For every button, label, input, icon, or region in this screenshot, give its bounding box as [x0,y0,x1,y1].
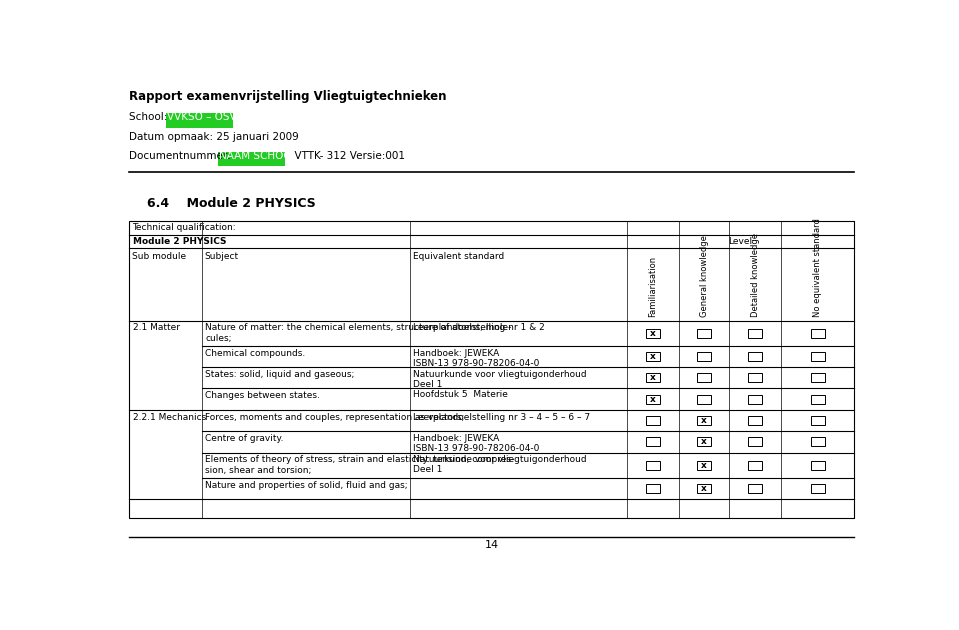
Text: Subject: Subject [204,252,239,261]
Text: VTTK- 312 Versie:001: VTTK- 312 Versie:001 [288,151,405,161]
Text: Module 2 PHYSICS: Module 2 PHYSICS [132,237,226,246]
Text: x: x [701,484,707,493]
Text: 14: 14 [484,540,499,550]
Bar [810,437,825,447]
Bar [645,461,660,470]
Bar [645,437,660,447]
Bar [645,416,660,425]
Text: 2.1 Matter: 2.1 Matter [132,323,179,333]
Bar [810,484,825,493]
Text: Nature and properties of solid, fluid and gas;: Nature and properties of solid, fluid an… [205,481,408,490]
Text: Chemical compounds.: Chemical compounds. [205,349,306,358]
Text: x: x [650,352,656,361]
Bar [748,416,762,425]
Bar [810,461,825,470]
Text: NAAM SCHOOL: NAAM SCHOOL [220,151,298,161]
Bar [697,484,712,493]
Bar [697,329,712,338]
Text: Technical qualification:: Technical qualification: [132,223,236,232]
Text: Handboek: JEWEKA
ISBN-13 978-90-78206-04-0
Natuurkunde voor vliegtuigonderhoud
D: Handboek: JEWEKA ISBN-13 978-90-78206-04… [413,434,587,474]
Text: No equivalent standard: No equivalent standard [813,218,822,317]
Bar [129,220,854,518]
Text: 6.4    Module 2 PHYSICS: 6.4 Module 2 PHYSICS [148,197,316,210]
Bar [645,352,660,361]
Bar [810,329,825,338]
Bar [645,394,660,404]
Text: Equivalent standard: Equivalent standard [412,252,504,261]
Bar [810,373,825,382]
Text: Familiarisation: Familiarisation [648,256,657,317]
Text: Leerplandoelstelling nr 1 & 2: Leerplandoelstelling nr 1 & 2 [413,323,546,333]
Text: Leerplandoelstelling nr 3 – 4 – 5 – 6 – 7: Leerplandoelstelling nr 3 – 4 – 5 – 6 – … [413,413,591,421]
Bar [645,373,660,382]
Text: Nature of matter: the chemical elements, structure of atoms, mole-
cules;: Nature of matter: the chemical elements,… [205,323,512,343]
Bar [748,484,762,493]
FancyBboxPatch shape [218,152,285,166]
Bar [748,437,762,447]
FancyBboxPatch shape [166,113,233,127]
Text: Level: Level [729,237,753,246]
Text: Sub module: Sub module [131,252,186,261]
Text: General knowledge: General knowledge [699,235,709,317]
Bar [697,461,712,470]
Text: School:: School: [129,113,171,122]
Bar [697,416,712,425]
Text: x: x [701,461,707,469]
Bar [697,394,712,404]
Text: x: x [650,329,656,338]
Bar [748,461,762,470]
Bar [697,352,712,361]
Text: x: x [650,394,656,404]
Bar [810,352,825,361]
Bar [748,329,762,338]
Text: States: solid, liquid and gaseous;: States: solid, liquid and gaseous; [205,370,355,379]
Text: VVKSO – OSVG: VVKSO – OSVG [168,113,246,122]
Text: x: x [650,374,656,382]
Bar [697,373,712,382]
Text: Detailed knowledge: Detailed knowledge [751,232,760,317]
Bar [748,373,762,382]
Text: Datum opmaak: 25 januari 2009: Datum opmaak: 25 januari 2009 [129,132,298,142]
Text: 2.2.1 Mechanics: 2.2.1 Mechanics [132,413,206,421]
Text: Rapport examenvrijstelling Vliegtuigtechnieken: Rapport examenvrijstelling Vliegtuigtech… [129,90,446,103]
Bar [748,352,762,361]
Text: Changes between states.: Changes between states. [205,391,320,401]
Text: x: x [701,416,707,425]
Text: Forces, moments and couples, representation as vectors;: Forces, moments and couples, representat… [205,413,465,421]
Text: x: x [701,437,707,446]
Text: Elements of theory of stress, strain and elasticity: tension, compres-
sion, she: Elements of theory of stress, strain and… [205,455,515,475]
Text: Documentnummer:: Documentnummer: [129,151,234,161]
Bar [810,416,825,425]
Text: Centre of gravity.: Centre of gravity. [205,434,284,443]
Text: Handboek: JEWEKA
ISBN-13 978-90-78206-04-0
Natuurkunde voor vliegtuigonderhoud
D: Handboek: JEWEKA ISBN-13 978-90-78206-04… [413,349,587,399]
Bar [645,484,660,493]
Bar [645,329,660,338]
Bar [810,394,825,404]
Bar [697,437,712,447]
Bar [748,394,762,404]
